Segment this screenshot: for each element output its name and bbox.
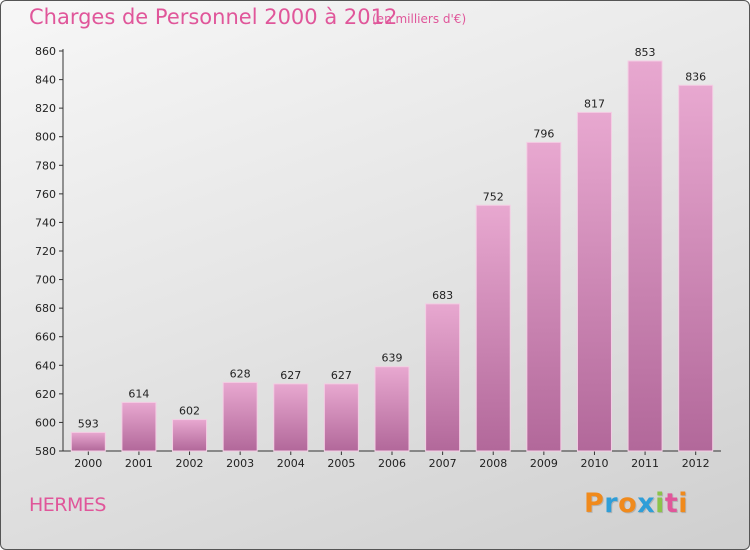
value-label-2001: 614 xyxy=(128,387,149,400)
y-tick-label: 780 xyxy=(35,159,56,172)
bar-2001 xyxy=(121,401,157,452)
x-tick-label-2007: 2007 xyxy=(429,457,457,470)
y-tick-label: 600 xyxy=(35,416,56,429)
value-label-2004: 627 xyxy=(280,369,301,382)
x-tick-label-2000: 2000 xyxy=(74,457,102,470)
logo-letter: i xyxy=(678,488,689,519)
bar-2000 xyxy=(70,431,106,452)
bar-2009 xyxy=(526,141,562,452)
value-label-2010: 817 xyxy=(584,97,605,110)
x-tick-label-2005: 2005 xyxy=(327,457,355,470)
value-label-2002: 602 xyxy=(179,405,200,418)
value-label-2011: 853 xyxy=(635,46,656,59)
commune-name: HERMES xyxy=(29,494,106,516)
y-tick-label: 640 xyxy=(35,359,56,372)
logo-letter: P xyxy=(584,488,605,519)
y-tick-label: 620 xyxy=(35,388,56,401)
chart-bars xyxy=(70,60,714,452)
y-tick-label: 800 xyxy=(35,131,56,144)
bar-2007 xyxy=(425,303,461,452)
logo-letter: i xyxy=(655,488,665,519)
y-tick-label: 860 xyxy=(35,45,56,58)
logo-letter: r xyxy=(604,488,619,519)
x-tick-label-2002: 2002 xyxy=(176,457,204,470)
x-tick-label-2011: 2011 xyxy=(631,457,659,470)
value-label-2008: 752 xyxy=(483,190,504,203)
bar-2008 xyxy=(475,204,511,452)
y-tick-label: 820 xyxy=(35,102,56,115)
x-tick-label-2001: 2001 xyxy=(125,457,153,470)
y-tick-label: 700 xyxy=(35,274,56,287)
chart-axes: 580 600 620 640 660 680 700 720 740 760 780 800 820 8… xyxy=(35,45,721,470)
value-label-2012: 836 xyxy=(685,70,706,83)
chart-title: Charges de Personnel 2000 à 2012 xyxy=(29,5,398,29)
y-tick-label: 720 xyxy=(35,245,56,258)
x-tick-label-2008: 2008 xyxy=(479,457,507,470)
bar-2003 xyxy=(222,381,258,452)
bar-2011 xyxy=(627,60,663,452)
x-tick-label-2009: 2009 xyxy=(530,457,558,470)
x-tick-label-2010: 2010 xyxy=(580,457,608,470)
y-tick-label: 740 xyxy=(35,216,56,229)
logo-letter: t xyxy=(664,488,679,519)
bar-2010 xyxy=(576,111,612,452)
value-label-2009: 796 xyxy=(533,127,554,140)
bar-2002 xyxy=(172,419,208,452)
value-label-2003: 628 xyxy=(230,367,251,380)
x-tick-label-2012: 2012 xyxy=(682,457,710,470)
bar-2012 xyxy=(678,84,714,452)
bar-2004 xyxy=(273,383,309,452)
x-tick-label-2006: 2006 xyxy=(378,457,406,470)
proxiti-logo: Proxiti xyxy=(584,488,688,519)
y-tick-label: 660 xyxy=(35,331,56,344)
logo-letter: o xyxy=(618,488,638,519)
logo-letter: x xyxy=(637,488,656,519)
bar-2005 xyxy=(323,383,359,452)
x-tick-label-2003: 2003 xyxy=(226,457,254,470)
chart-subtitle: (en milliers d'€) xyxy=(372,12,467,26)
y-tick-label: 840 xyxy=(35,74,56,87)
x-tick-label-2004: 2004 xyxy=(277,457,305,470)
value-label-2007: 683 xyxy=(432,289,453,302)
value-label-2006: 639 xyxy=(382,352,403,365)
value-label-2000: 593 xyxy=(78,417,99,430)
chart-value-labels: 593 614 602 628 627 627 639 683 752 796 817 853 836 xyxy=(78,46,706,430)
y-tick-label: 680 xyxy=(35,302,56,315)
y-tick-label: 580 xyxy=(35,445,56,458)
y-tick-label: 760 xyxy=(35,188,56,201)
value-label-2005: 627 xyxy=(331,369,352,382)
bar-2006 xyxy=(374,366,410,452)
